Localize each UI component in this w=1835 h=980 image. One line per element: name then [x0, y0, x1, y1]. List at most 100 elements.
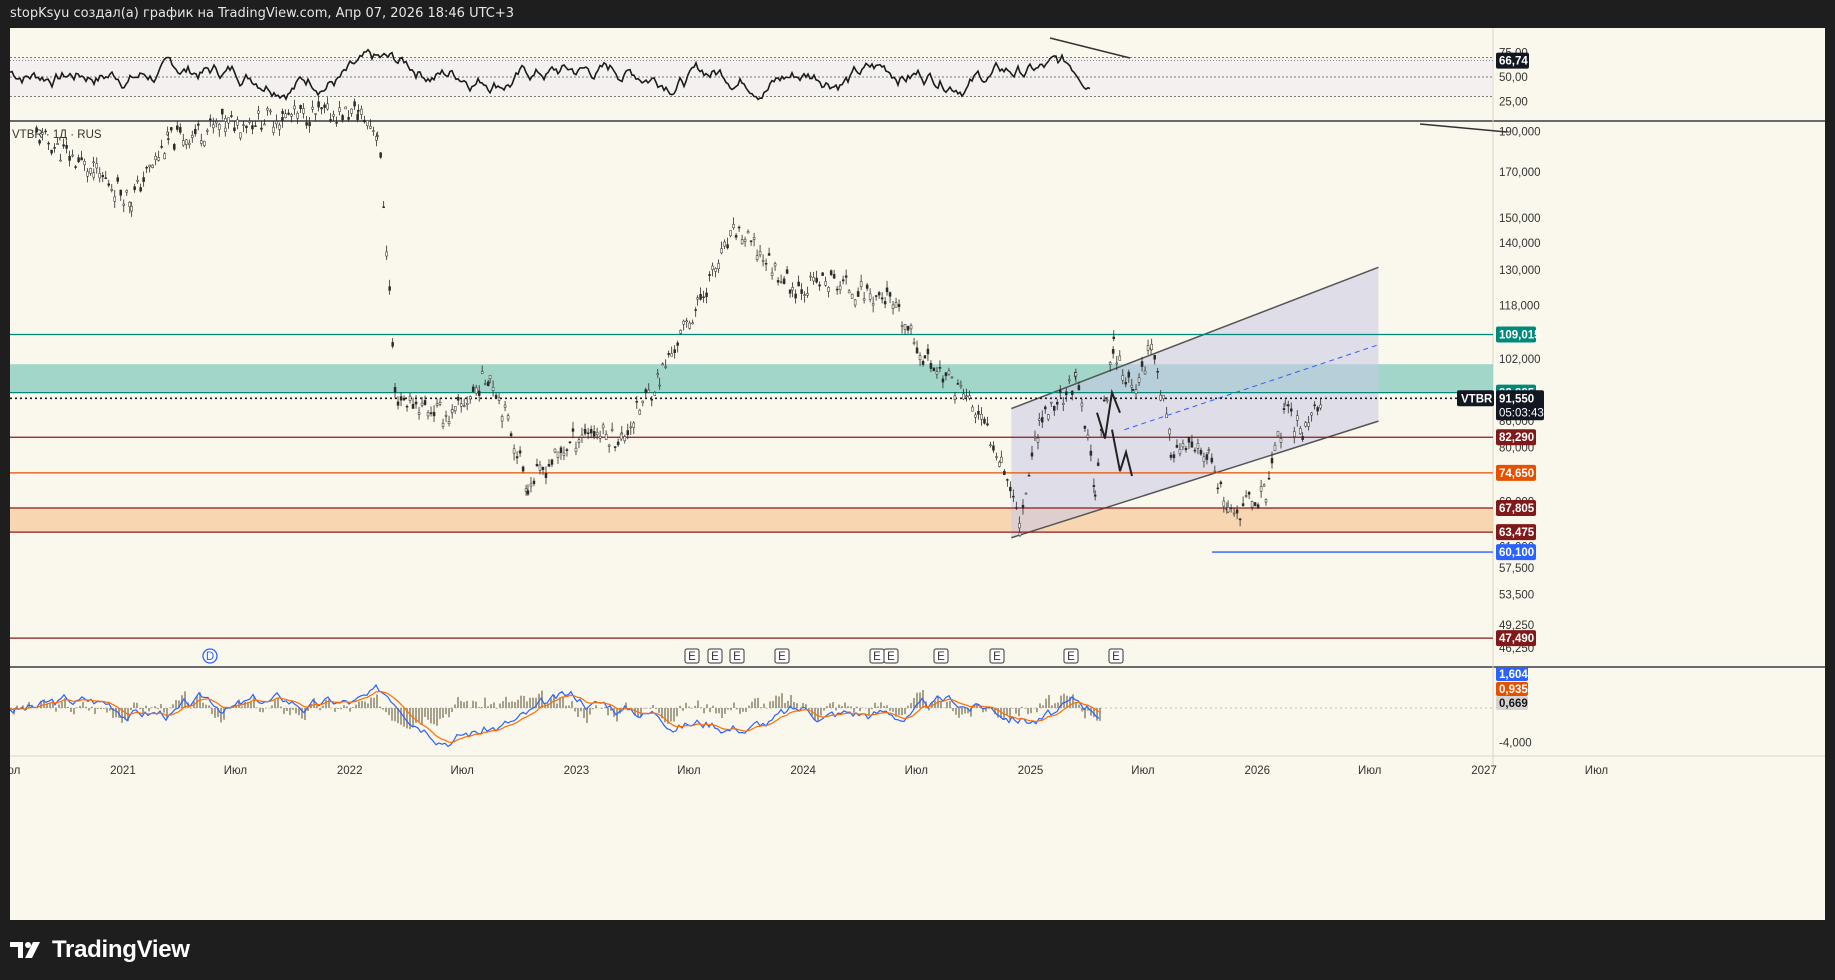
macd-hist-bar	[304, 708, 306, 720]
candle-body	[638, 409, 642, 415]
event-marker-label: E	[711, 651, 719, 663]
macd-hist-bar	[64, 698, 66, 708]
macd-hist-bar	[214, 708, 216, 718]
time-axis-label: 2021	[110, 765, 136, 777]
macd-hist-bar	[940, 700, 942, 708]
candle-body	[598, 435, 602, 439]
macd-hist-bar	[283, 708, 285, 714]
macd-hist-bar	[136, 702, 138, 708]
event-marker-label: E	[937, 651, 945, 663]
macd-hist-bar	[520, 695, 522, 708]
candle-body	[260, 127, 263, 130]
macd-hist-bar	[145, 705, 147, 708]
macd-hist-bar	[547, 703, 549, 708]
macd-hist-bar	[733, 702, 735, 708]
candle-body	[1196, 443, 1200, 449]
candle-body	[595, 431, 599, 436]
candle-body	[1187, 436, 1191, 443]
candle-body	[1024, 492, 1028, 495]
candle-body	[623, 436, 627, 442]
candle-body	[357, 109, 360, 112]
macd-hist-bar	[787, 700, 789, 708]
candle-body	[396, 401, 400, 406]
last-price-bg	[1496, 390, 1544, 421]
macd-hist-bar	[871, 708, 873, 710]
macd-hist-bar	[328, 699, 330, 708]
macd-hist-bar	[868, 708, 870, 716]
macd-hist-bar	[484, 697, 486, 708]
macd-hist-bar	[286, 708, 288, 712]
event-marker-label: D	[206, 651, 214, 663]
macd-hist-bar	[589, 708, 591, 715]
candle-body	[151, 164, 154, 169]
candle-body	[420, 402, 424, 406]
candle-body	[1046, 414, 1050, 420]
macd-hist-bar	[829, 703, 831, 708]
candle-body	[1184, 448, 1188, 450]
candle-body	[1115, 362, 1119, 365]
candle-body	[95, 163, 98, 169]
candle-body	[1124, 381, 1128, 385]
macd-hist-bar	[778, 696, 780, 708]
macd-hist-bar	[1090, 708, 1092, 716]
candle-body	[891, 304, 895, 310]
macd-hist-bar	[46, 704, 48, 708]
macd-hist-bar	[958, 708, 960, 718]
candle-body	[626, 430, 630, 436]
candle-body	[632, 422, 636, 428]
macd-tag-2: 0,669	[1496, 696, 1528, 710]
macd-hist-bar	[565, 705, 567, 708]
price-tag-0: 109,015	[1496, 326, 1541, 343]
candle-body	[1074, 372, 1078, 377]
last-price-countdown: 05:03:43	[1499, 407, 1544, 419]
candle-body	[853, 299, 857, 306]
candle-body	[163, 153, 166, 160]
candle-body	[1012, 495, 1015, 498]
macd-hist-bar	[625, 702, 627, 708]
price-tag-6: 60,100	[1496, 544, 1536, 561]
candle-body	[459, 403, 463, 407]
candle-body	[1153, 354, 1156, 360]
candle-body	[203, 140, 206, 146]
candle-body	[1169, 454, 1173, 458]
price-tag-bg	[1496, 499, 1536, 516]
macd-hist-bar	[418, 708, 420, 722]
candle-body	[1093, 494, 1097, 497]
candle-body	[1030, 452, 1034, 457]
candle-body	[782, 278, 786, 285]
candle-body	[296, 113, 299, 119]
macd-hist-bar	[388, 708, 390, 715]
macd-hist-bar	[475, 701, 477, 708]
candle-body	[272, 126, 275, 133]
time-axis-label: Июл	[450, 765, 473, 777]
candle-body	[311, 106, 314, 110]
macd-hist-bar	[832, 702, 834, 708]
candle-body	[1316, 407, 1319, 412]
macd-hist-bar	[358, 701, 360, 708]
candle-body	[1096, 462, 1100, 466]
candle-body	[1143, 370, 1147, 375]
candle-body	[1121, 375, 1125, 381]
macd-hist-bar	[568, 705, 570, 708]
candle-body	[338, 107, 341, 112]
candle-body	[971, 406, 974, 412]
candle-body	[281, 117, 284, 122]
macd-hist-bar	[508, 702, 510, 708]
candle-body	[1175, 445, 1179, 448]
macd-hist-bar	[820, 708, 822, 716]
candle-body	[1131, 388, 1135, 391]
candle-body	[305, 122, 308, 126]
candle-body	[865, 284, 869, 289]
macd-hist-bar	[394, 708, 396, 722]
candle-body	[1213, 470, 1217, 473]
candle-body	[251, 125, 254, 130]
candle-body	[906, 326, 910, 331]
candle-body	[900, 325, 904, 327]
candle-body	[880, 297, 884, 300]
candle-body	[344, 106, 347, 110]
time-axis-label: Июл	[905, 765, 928, 777]
projection-arrow-up	[1096, 388, 1121, 439]
candle-body	[194, 128, 197, 135]
